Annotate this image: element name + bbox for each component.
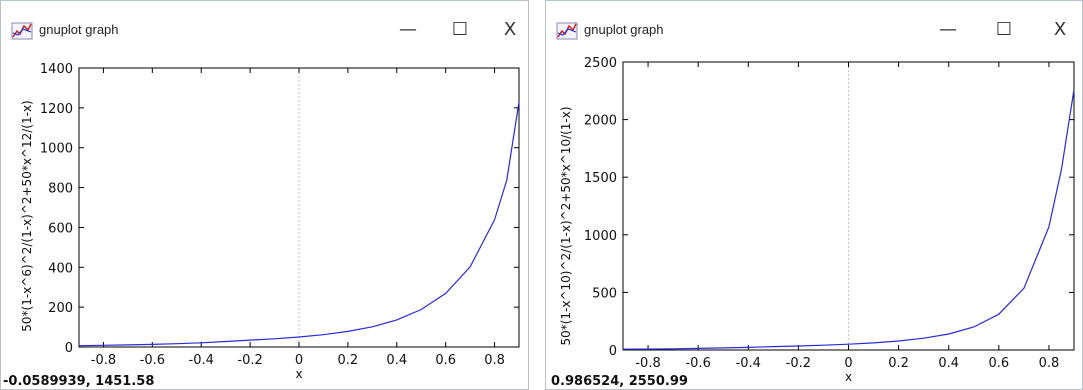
coordinate-readout: -0.0589939, 1451.58 — [3, 374, 155, 389]
x-tick-label: -0.2 — [237, 353, 262, 368]
x-tick-label: 0.8 — [1039, 356, 1060, 371]
window-title: gnuplot graph — [39, 22, 119, 37]
gnuplot-window-right: gnuplot graph — ☐ X -0.8 -0.6 -0.4 -0.2 0 0.2… — [545, 0, 1083, 390]
y-axis-label: 50*(1-x^10)^2/(1-x)^2+50*x^10/(1-x) — [559, 106, 573, 345]
y-tick-label: 0 — [609, 344, 617, 359]
x-tick-label: -0.4 — [189, 353, 214, 368]
title-bar[interactable]: gnuplot graph — ☐ X — [1, 1, 528, 53]
x-tick-label: 0.6 — [435, 353, 456, 368]
series-line — [78, 101, 520, 347]
y-tick-label: 2500 — [584, 56, 617, 71]
series-line — [622, 89, 1075, 350]
x-tick-label: -0.2 — [786, 356, 811, 371]
coordinate-readout: 0.986524, 2550.99 — [551, 374, 688, 389]
x-tick-label: -0.8 — [91, 353, 116, 368]
y-tick-label: 800 — [48, 182, 73, 197]
window-title: gnuplot graph — [584, 22, 664, 37]
x-tick-label: -0.6 — [140, 353, 165, 368]
x-axis-label: x — [845, 370, 852, 384]
x-tick-label: 0.2 — [338, 353, 359, 368]
minimize-button[interactable]: — — [399, 19, 417, 40]
x-tick-label: -0.8 — [635, 356, 660, 371]
x-tick-label: -0.6 — [685, 356, 710, 371]
minimize-button[interactable]: — — [939, 19, 957, 40]
y-tick-label: 1200 — [40, 102, 73, 117]
gnuplot-app-icon — [556, 22, 578, 40]
y-tick-label: 1000 — [584, 229, 617, 244]
y-tick-label: 0 — [65, 341, 73, 356]
x-tick-label: 0 — [295, 353, 303, 368]
y-tick-label: 400 — [48, 261, 73, 276]
x-tick-label: 0.8 — [484, 353, 505, 368]
x-tick-label: 0.2 — [888, 356, 909, 371]
gnuplot-app-icon — [11, 22, 33, 40]
y-tick-label: 1000 — [40, 142, 73, 157]
y-axis-label: 50*(1-x^6)^2/(1-x)^2+50*x^12/(1-x) — [20, 100, 34, 331]
y-tick-label: 600 — [48, 221, 73, 236]
x-tick-label: 0.4 — [938, 356, 959, 371]
x-tick-label: 0.4 — [386, 353, 407, 368]
x-axis-label: x — [295, 367, 302, 381]
gnuplot-window-left: gnuplot graph — ☐ X -0.8 -0.6 -0.4 -0.2 0 0.2… — [0, 0, 529, 390]
title-bar[interactable]: gnuplot graph — ☐ X — [546, 1, 1082, 53]
close-button[interactable]: X — [1053, 19, 1067, 40]
y-tick-label: 200 — [48, 301, 73, 316]
y-tick-label: 1400 — [40, 62, 73, 77]
y-tick-label: 1500 — [584, 171, 617, 186]
maximize-button[interactable]: ☐ — [451, 19, 469, 40]
plot-area[interactable]: -0.8 -0.6 -0.4 -0.2 0 0.2 0.4 0.6 0.8 0 200 400 600 8… — [1, 1, 528, 389]
maximize-button[interactable]: ☐ — [995, 19, 1013, 40]
y-tick-label: 500 — [592, 286, 617, 301]
x-tick-label: -0.4 — [736, 356, 761, 371]
plot-area[interactable]: -0.8 -0.6 -0.4 -0.2 0 0.2 0.4 0.6 0.8 0 500 1000 150… — [546, 1, 1082, 389]
x-tick-label: 0.6 — [988, 356, 1009, 371]
close-button[interactable]: X — [503, 19, 517, 40]
x-tick-label: 0 — [844, 356, 852, 371]
y-tick-label: 2000 — [584, 114, 617, 129]
